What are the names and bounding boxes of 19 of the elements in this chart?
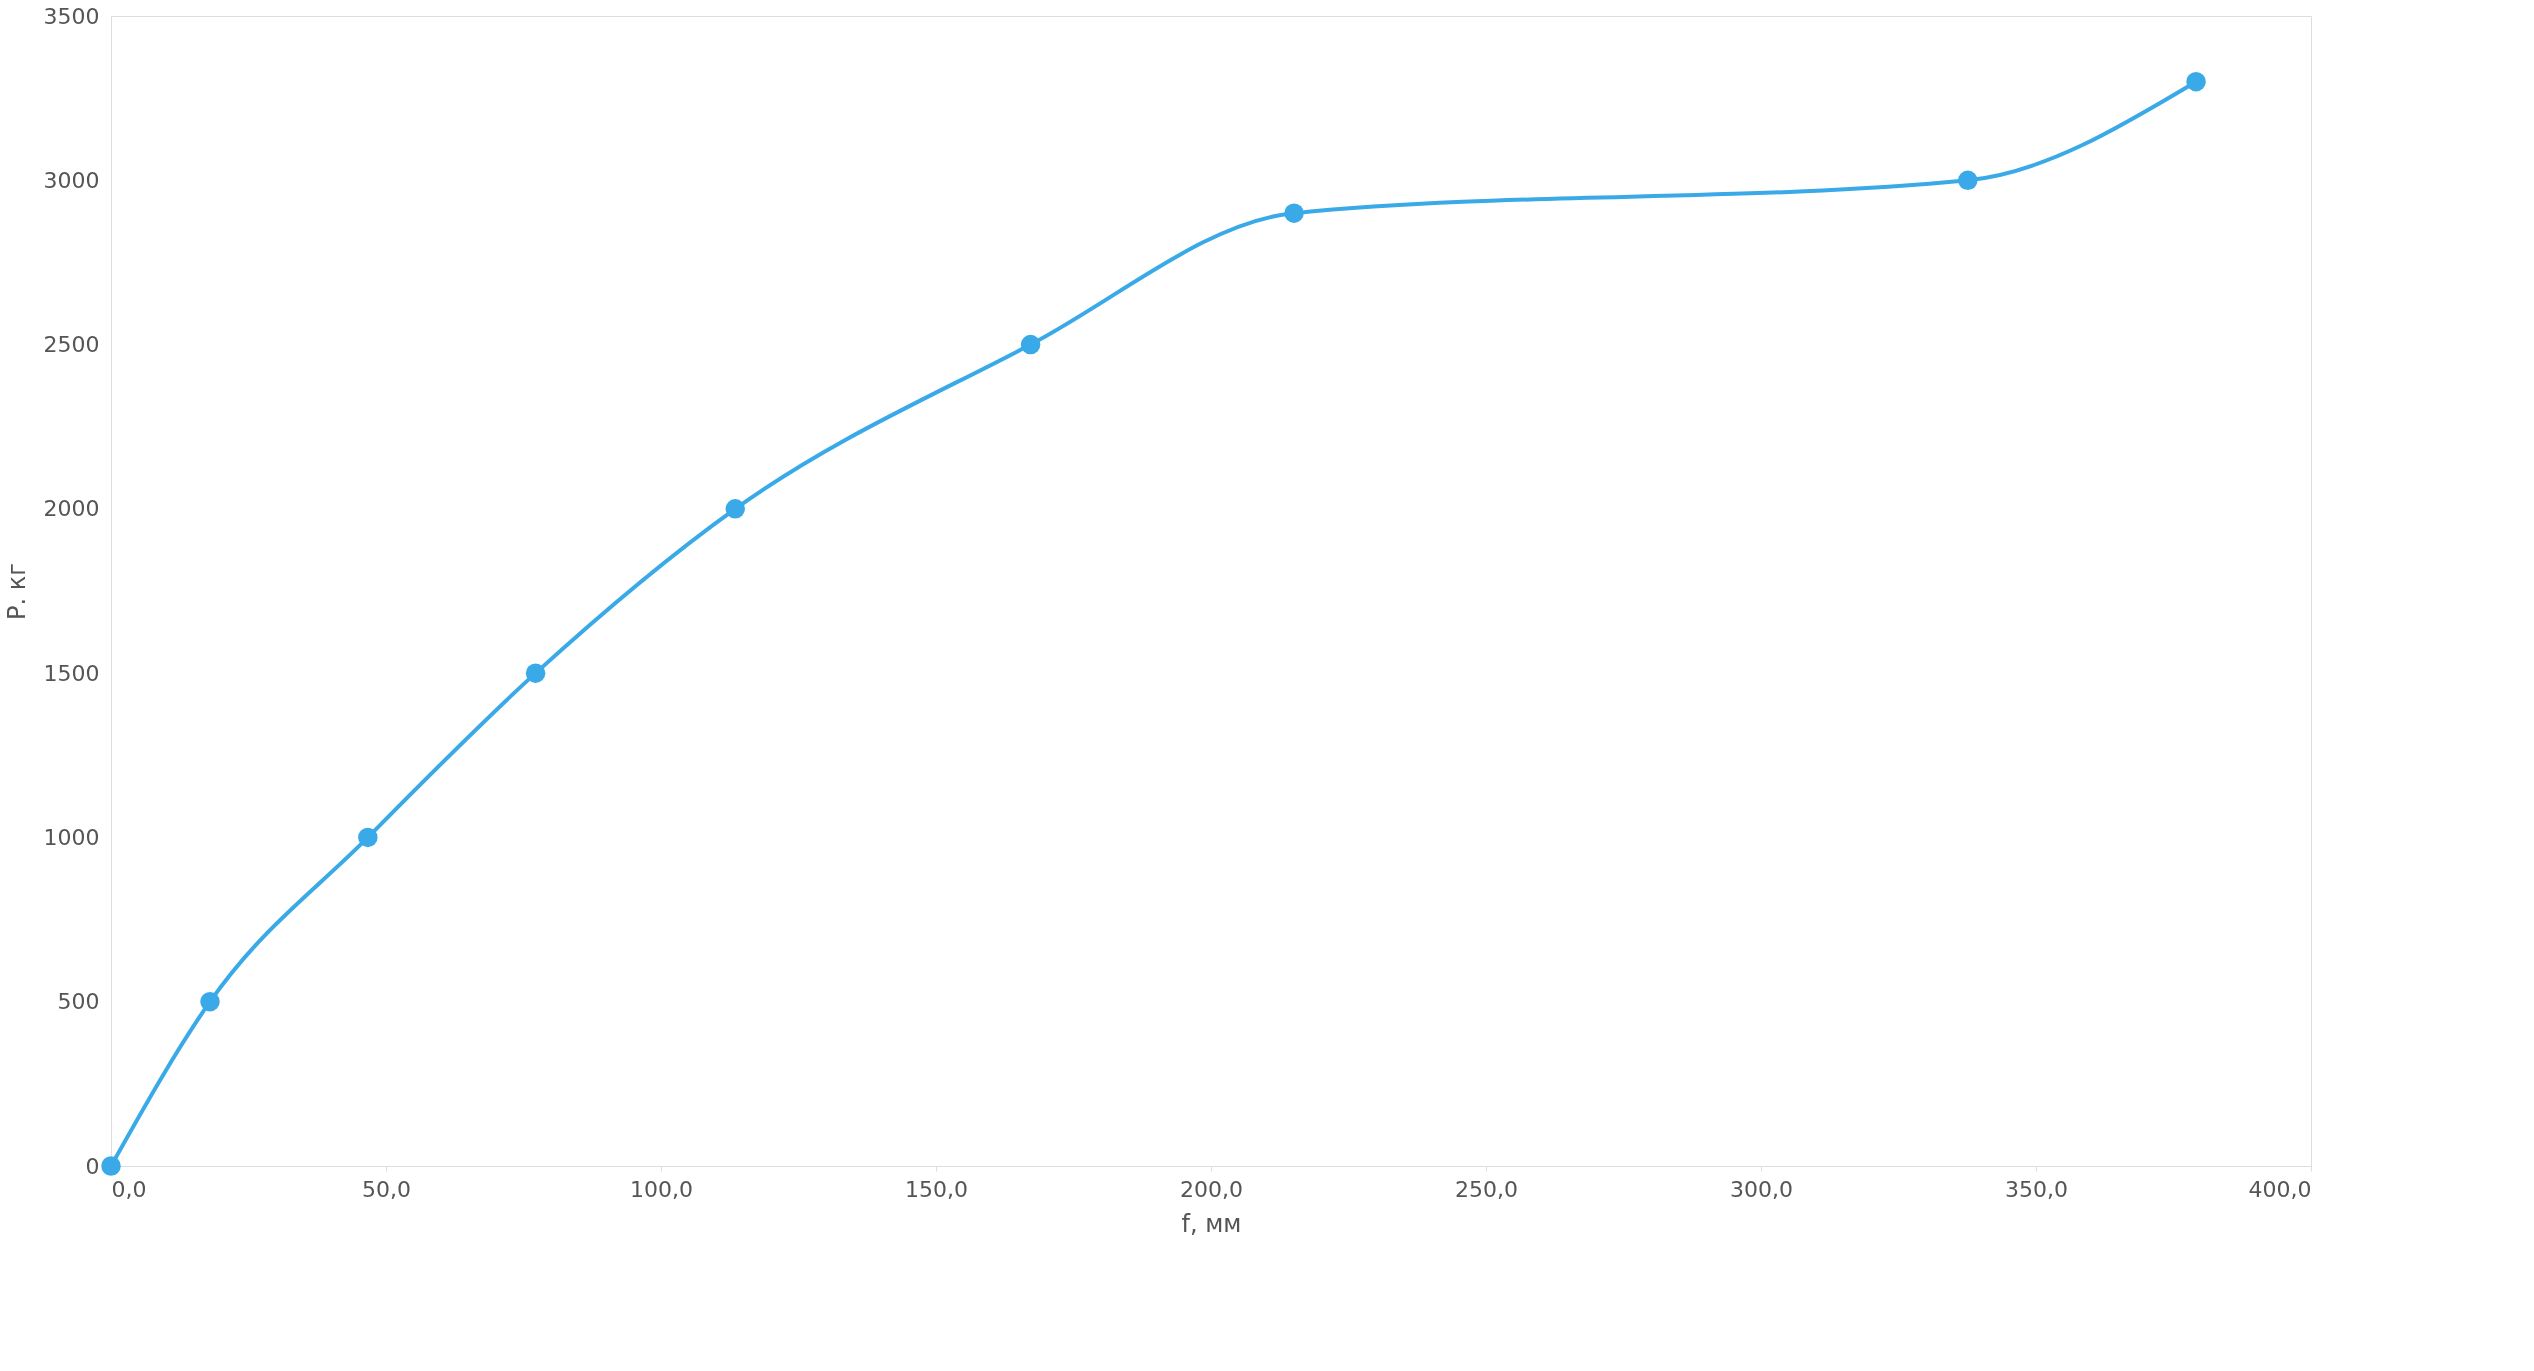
y-tick-label: 3000 [43, 167, 100, 193]
y-tick-label: 1500 [43, 660, 100, 686]
x-tick-label: 250,0 [1455, 1176, 1518, 1202]
y-axis-title: Р. кг [2, 563, 31, 620]
x-tick-label: 200,0 [1180, 1176, 1243, 1202]
x-tick-label: 350,0 [2005, 1176, 2068, 1202]
y-tick-label: 1000 [43, 824, 100, 850]
y-tick-label: 2500 [43, 332, 100, 358]
y-tick-label: 2000 [43, 496, 100, 522]
x-tick-label: 400,0 [2248, 1176, 2312, 1202]
x-tick-label: 150,0 [905, 1176, 968, 1202]
y-tick-label: 3500 [43, 3, 100, 29]
x-tick-label: 0,0 [111, 1176, 147, 1202]
x-tick-label: 300,0 [1730, 1176, 1793, 1202]
x-axis-title: f, мм [1181, 1209, 1242, 1238]
y-tick-label: 500 [57, 989, 100, 1015]
x-tick-label: 50,0 [362, 1176, 411, 1202]
y-tick-label: 0 [85, 1153, 100, 1179]
x-tick-label: 100,0 [630, 1176, 693, 1202]
